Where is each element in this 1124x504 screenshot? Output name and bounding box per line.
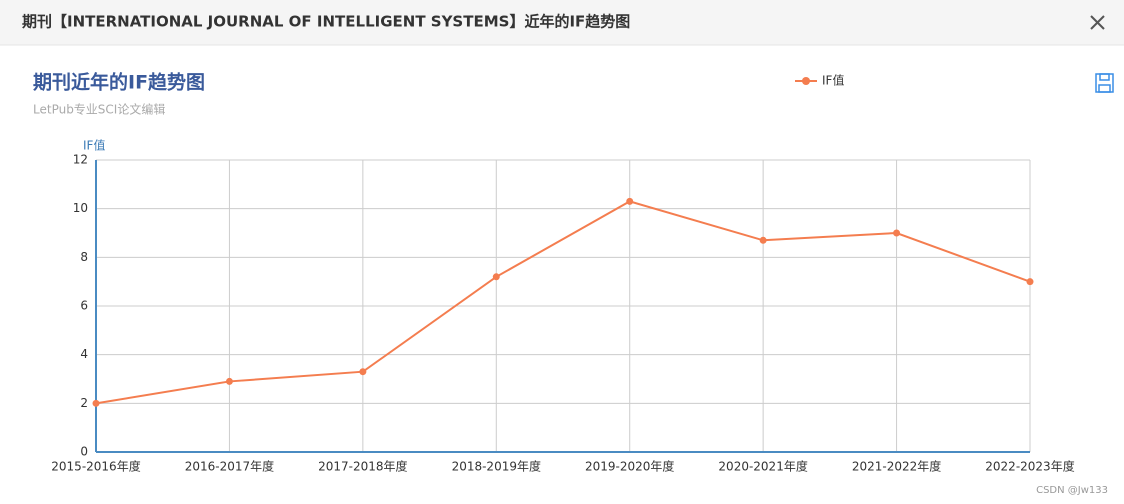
y-tick-label: 10 xyxy=(73,201,88,215)
x-tick-label: 2015-2016年度 xyxy=(51,459,140,474)
y-tick-label: 0 xyxy=(80,445,88,459)
x-tick-label: 2022-2023年度 xyxy=(985,459,1074,474)
close-button[interactable] xyxy=(1090,15,1105,30)
y-axis-title: IF值 xyxy=(83,138,105,153)
data-point xyxy=(492,273,500,281)
chart-subtitle: LetPub专业SCI论文编辑 xyxy=(33,102,165,117)
y-tick-label: 8 xyxy=(80,250,88,264)
data-point xyxy=(359,368,367,376)
legend-label[interactable]: IF值 xyxy=(822,73,844,88)
x-tick-label: 2018-2019年度 xyxy=(452,459,541,474)
x-tick-label: 2019-2020年度 xyxy=(585,459,674,474)
data-point xyxy=(759,236,767,244)
y-tick-label: 2 xyxy=(80,396,88,410)
header-title: 期刊【INTERNATIONAL JOURNAL OF INTELLIGENT … xyxy=(22,13,630,31)
x-tick-label: 2021-2022年度 xyxy=(852,459,941,474)
data-point xyxy=(225,377,233,385)
legend-dot[interactable] xyxy=(802,77,810,85)
x-tick-label: 2016-2017年度 xyxy=(185,459,274,474)
y-tick-label: 12 xyxy=(73,153,88,167)
save-icon[interactable] xyxy=(1095,73,1114,93)
data-point xyxy=(893,229,901,237)
y-tick-label: 4 xyxy=(80,347,88,361)
x-tick-label: 2017-2018年度 xyxy=(318,459,407,474)
data-point xyxy=(1026,278,1034,286)
data-point xyxy=(92,399,100,407)
x-tick-label: 2020-2021年度 xyxy=(718,459,807,474)
watermark: CSDN @Jw133 xyxy=(1036,485,1108,496)
data-line xyxy=(95,200,1031,405)
y-tick-label: 6 xyxy=(80,299,88,313)
header-bar xyxy=(0,0,1124,45)
chart-title: 期刊近年的IF趋势图 xyxy=(33,71,205,94)
data-point xyxy=(626,197,634,205)
